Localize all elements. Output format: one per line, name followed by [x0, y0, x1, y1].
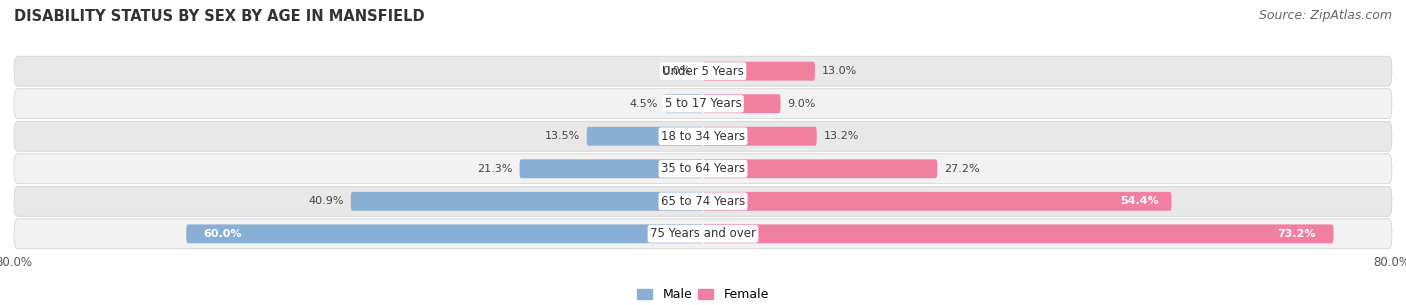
FancyBboxPatch shape [520, 159, 703, 178]
Text: 5 to 17 Years: 5 to 17 Years [665, 97, 741, 110]
Text: 21.3%: 21.3% [477, 164, 513, 174]
Text: 60.0%: 60.0% [204, 229, 242, 239]
FancyBboxPatch shape [186, 224, 703, 243]
Text: 65 to 74 Years: 65 to 74 Years [661, 195, 745, 208]
Text: Under 5 Years: Under 5 Years [662, 65, 744, 78]
Text: 0.0%: 0.0% [662, 66, 690, 76]
FancyBboxPatch shape [14, 186, 1392, 216]
Text: 75 Years and over: 75 Years and over [650, 227, 756, 240]
FancyBboxPatch shape [14, 56, 1392, 86]
FancyBboxPatch shape [703, 127, 817, 146]
FancyBboxPatch shape [703, 159, 938, 178]
Text: 35 to 64 Years: 35 to 64 Years [661, 162, 745, 175]
FancyBboxPatch shape [14, 219, 1392, 249]
Text: 13.5%: 13.5% [544, 131, 579, 141]
Text: Source: ZipAtlas.com: Source: ZipAtlas.com [1258, 9, 1392, 22]
Text: DISABILITY STATUS BY SEX BY AGE IN MANSFIELD: DISABILITY STATUS BY SEX BY AGE IN MANSF… [14, 9, 425, 24]
FancyBboxPatch shape [350, 192, 703, 211]
Legend: Male, Female: Male, Female [633, 283, 773, 305]
FancyBboxPatch shape [14, 154, 1392, 184]
Text: 9.0%: 9.0% [787, 99, 815, 109]
FancyBboxPatch shape [664, 94, 703, 113]
FancyBboxPatch shape [586, 127, 703, 146]
FancyBboxPatch shape [703, 94, 780, 113]
FancyBboxPatch shape [703, 62, 815, 81]
Text: 4.5%: 4.5% [628, 99, 658, 109]
FancyBboxPatch shape [703, 192, 1171, 211]
FancyBboxPatch shape [703, 224, 1333, 243]
Text: 18 to 34 Years: 18 to 34 Years [661, 130, 745, 143]
FancyBboxPatch shape [14, 89, 1392, 119]
FancyBboxPatch shape [14, 121, 1392, 151]
Text: 40.9%: 40.9% [308, 196, 344, 206]
Text: 27.2%: 27.2% [945, 164, 980, 174]
Text: 13.2%: 13.2% [824, 131, 859, 141]
Text: 73.2%: 73.2% [1278, 229, 1316, 239]
Text: 54.4%: 54.4% [1119, 196, 1159, 206]
Text: 13.0%: 13.0% [823, 66, 858, 76]
